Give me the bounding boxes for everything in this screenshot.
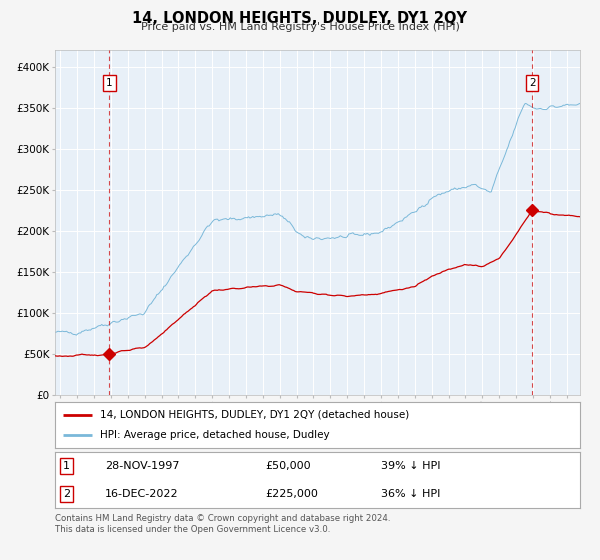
Text: 36% ↓ HPI: 36% ↓ HPI	[380, 489, 440, 499]
Text: 28-NOV-1997: 28-NOV-1997	[105, 461, 179, 471]
Text: £225,000: £225,000	[265, 489, 318, 499]
Text: 16-DEC-2022: 16-DEC-2022	[105, 489, 179, 499]
Text: Contains HM Land Registry data © Crown copyright and database right 2024.: Contains HM Land Registry data © Crown c…	[55, 514, 391, 523]
Text: 14, LONDON HEIGHTS, DUDLEY, DY1 2QY (detached house): 14, LONDON HEIGHTS, DUDLEY, DY1 2QY (det…	[100, 410, 409, 420]
Text: £50,000: £50,000	[265, 461, 311, 471]
Text: 1: 1	[106, 78, 113, 88]
Text: 39% ↓ HPI: 39% ↓ HPI	[380, 461, 440, 471]
Text: HPI: Average price, detached house, Dudley: HPI: Average price, detached house, Dudl…	[100, 430, 329, 440]
Text: 2: 2	[529, 78, 536, 88]
Text: 2: 2	[63, 489, 70, 499]
Text: Price paid vs. HM Land Registry's House Price Index (HPI): Price paid vs. HM Land Registry's House …	[140, 22, 460, 32]
Text: This data is licensed under the Open Government Licence v3.0.: This data is licensed under the Open Gov…	[55, 525, 331, 534]
Text: 14, LONDON HEIGHTS, DUDLEY, DY1 2QY: 14, LONDON HEIGHTS, DUDLEY, DY1 2QY	[133, 11, 467, 26]
Text: 1: 1	[63, 461, 70, 471]
